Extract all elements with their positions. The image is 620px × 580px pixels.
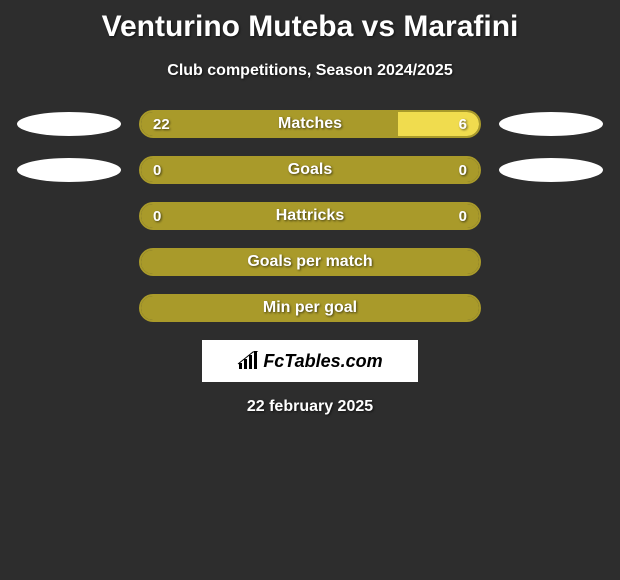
stat-bar: Goals per match	[139, 248, 481, 276]
bar-left-fill	[141, 250, 479, 274]
page-title: Venturino Muteba vs Marafini	[0, 0, 620, 44]
player-left-ellipse	[17, 158, 121, 182]
stat-bar: Goals00	[139, 156, 481, 184]
bar-left-fill	[141, 158, 479, 182]
stat-bar: Matches226	[139, 110, 481, 138]
logo-text: FcTables.com	[263, 351, 382, 372]
player-right-ellipse	[499, 158, 603, 182]
stat-bar: Hattricks00	[139, 202, 481, 230]
stat-row: Hattricks00	[0, 202, 620, 230]
stat-row: Matches226	[0, 110, 620, 138]
chart-icon	[237, 351, 259, 371]
stat-row: Goals00	[0, 156, 620, 184]
player-right-ellipse	[499, 112, 603, 136]
stat-bar: Min per goal	[139, 294, 481, 322]
stat-row: Min per goal	[0, 294, 620, 322]
logo-badge: FcTables.com	[202, 340, 418, 382]
bar-left-fill	[141, 296, 479, 320]
subtitle: Club competitions, Season 2024/2025	[0, 62, 620, 80]
bar-left-fill	[141, 204, 479, 228]
player-left-ellipse	[17, 112, 121, 136]
date-line: 22 february 2025	[0, 398, 620, 416]
stat-rows: Matches226 Goals00 Hattricks00 Goals per ma…	[0, 110, 620, 322]
bar-left-fill	[141, 112, 398, 136]
bar-right-fill	[398, 112, 479, 136]
stat-row: Goals per match	[0, 248, 620, 276]
